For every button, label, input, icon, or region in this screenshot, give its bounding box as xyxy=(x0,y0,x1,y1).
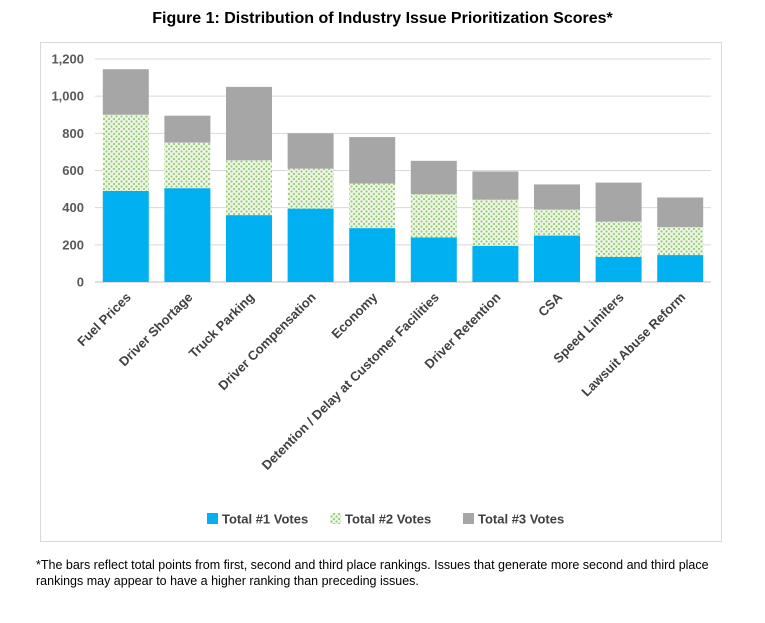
bar-segment xyxy=(164,115,211,143)
bar-segment xyxy=(349,137,396,184)
legend-swatch xyxy=(463,513,474,524)
bar-segment xyxy=(472,199,519,246)
bar-segment xyxy=(410,237,457,282)
chart-title: Figure 1: Distribution of Industry Issue… xyxy=(152,10,613,27)
bar-segment xyxy=(595,221,642,257)
bar-segment xyxy=(657,255,704,282)
bar-segment xyxy=(534,184,580,210)
bar-segment xyxy=(410,160,457,195)
legend-swatch xyxy=(207,513,218,524)
y-axis-ticks: 0 200 400 600 800 1,000 1,200 xyxy=(51,52,84,290)
x-category-label: Lawsuit Abuse Reform xyxy=(578,290,688,400)
bar-segment xyxy=(657,197,704,228)
footnote: *The bars reflect total points from firs… xyxy=(36,558,709,588)
y-tick-label: 0 xyxy=(77,275,84,290)
bar-segment xyxy=(287,168,334,209)
y-tick-label: 1,200 xyxy=(51,52,84,67)
bar-segment xyxy=(595,182,642,222)
y-tick-label: 200 xyxy=(62,237,84,252)
y-tick-label: 600 xyxy=(62,163,84,178)
bar-segment xyxy=(349,183,396,229)
x-category-label: Fuel Prices xyxy=(74,290,134,350)
bar-segment xyxy=(102,190,149,282)
bar-segment xyxy=(102,114,149,191)
bar-segment xyxy=(534,235,580,282)
legend-label: Total #1 Votes xyxy=(222,512,308,527)
bar-segment xyxy=(226,160,272,216)
bar-segment xyxy=(226,215,272,282)
bar-segment xyxy=(164,188,211,282)
bar-segment xyxy=(472,171,519,200)
bars xyxy=(102,69,704,282)
x-category-label: CSA xyxy=(535,289,565,319)
legend: Total #1 Votes Total #2 Votes Total #3 Vot… xyxy=(207,512,564,527)
bar-segment xyxy=(102,69,149,115)
y-tick-label: 800 xyxy=(62,126,84,141)
bar-segment xyxy=(287,133,334,169)
bar-segment xyxy=(164,142,211,189)
bar-segment xyxy=(595,256,642,282)
bar-segment xyxy=(410,194,457,238)
bar-segment xyxy=(657,227,704,256)
legend-swatch xyxy=(330,513,341,524)
bar-segment xyxy=(349,228,396,282)
y-tick-label: 1,000 xyxy=(51,89,84,104)
bar-segment xyxy=(534,209,580,236)
bar-segment xyxy=(287,208,334,282)
y-tick-label: 400 xyxy=(62,200,84,215)
x-category-label: Economy xyxy=(328,289,381,342)
legend-label: Total #2 Votes xyxy=(345,512,431,527)
bar-segment xyxy=(472,245,519,282)
bar-segment xyxy=(226,86,272,161)
legend-label: Total #3 Votes xyxy=(478,512,564,527)
chart-frame xyxy=(40,42,722,542)
